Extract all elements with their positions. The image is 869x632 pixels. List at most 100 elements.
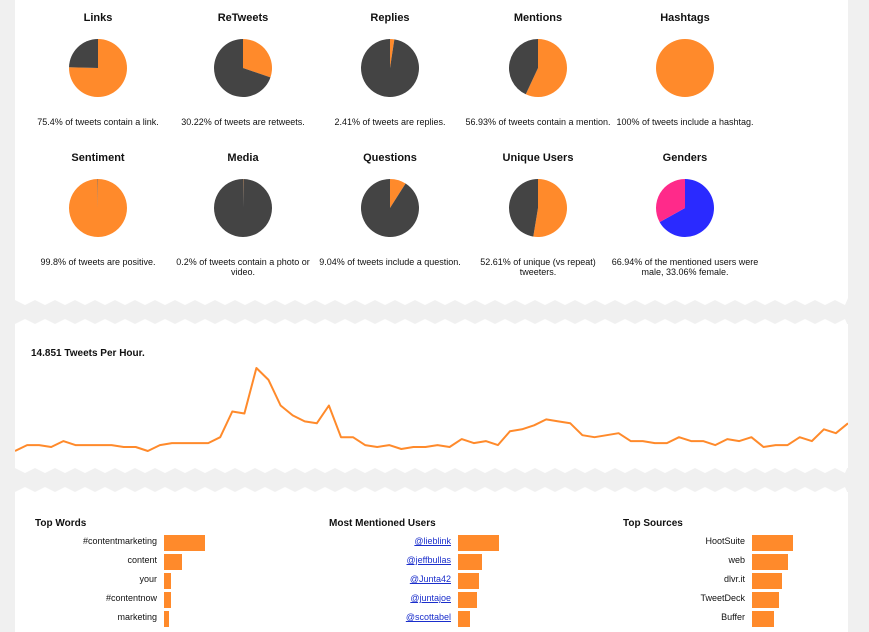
stat-caption: 99.8% of tweets are positive. bbox=[23, 257, 173, 267]
stat-pie bbox=[654, 177, 716, 239]
pie-slice-remainder bbox=[361, 39, 419, 97]
stat-pie bbox=[507, 37, 569, 99]
stat-caption: 2.41% of tweets are replies. bbox=[315, 117, 465, 127]
stat-title: Sentiment bbox=[18, 151, 178, 165]
top-list-bar bbox=[752, 592, 779, 608]
top-list-bar bbox=[752, 554, 788, 570]
top-list-bar bbox=[164, 592, 171, 608]
top-list-row: TweetDeck bbox=[623, 591, 869, 610]
pie-slice-remainder bbox=[69, 39, 98, 68]
top-list-label: #contentmarketing bbox=[83, 536, 157, 546]
stat-title: Mentions bbox=[458, 11, 618, 25]
top-list-row: Buffer bbox=[623, 610, 869, 629]
top-list-row: #contentmarketing bbox=[35, 534, 285, 553]
stat-links: Links 75.4% of tweets contain a link. bbox=[18, 11, 178, 127]
top-list-bar bbox=[458, 573, 479, 589]
top-list-bar bbox=[458, 611, 470, 627]
tweet-rate-line-chart bbox=[15, 354, 848, 468]
stat-pie bbox=[359, 177, 421, 239]
top-list-bar bbox=[164, 611, 169, 627]
stat-caption: 52.61% of unique (vs repeat) tweeters. bbox=[463, 257, 613, 277]
top-list-row: #contentnow bbox=[35, 591, 285, 610]
pie-slice-remainder bbox=[509, 179, 538, 237]
user-link[interactable]: @lieblink bbox=[414, 536, 451, 546]
top-list-label: dlvr.it bbox=[724, 574, 745, 584]
top-list-bar bbox=[164, 554, 182, 570]
top-list-row: @scottabel bbox=[329, 610, 579, 629]
top-list-bar bbox=[458, 554, 482, 570]
top-list-bar bbox=[458, 592, 477, 608]
user-link[interactable]: @jeffbullas bbox=[407, 555, 452, 565]
top-list-title: Top Words bbox=[35, 518, 285, 534]
stat-sentiment: Sentiment 99.8% of tweets are positive. bbox=[18, 151, 178, 267]
stat-replies: Replies 2.41% of tweets are replies. bbox=[310, 11, 470, 127]
stat-unique-users: Unique Users 52.61% of unique (vs repeat)… bbox=[458, 151, 618, 277]
pie-slice-remainder bbox=[361, 179, 419, 237]
stat-caption: 0.2% of tweets contain a photo or video. bbox=[168, 257, 318, 277]
top-list-row: content bbox=[35, 553, 285, 572]
top-list-most-mentioned-users: Most Mentioned Users @lieblink @jeffbullas… bbox=[329, 518, 579, 629]
stat-genders: Genders 66.94% of the mentioned users wer… bbox=[605, 151, 765, 277]
top-list-row: web bbox=[623, 553, 869, 572]
stat-pie bbox=[67, 177, 129, 239]
stat-caption: 66.94% of the mentioned users were male,… bbox=[610, 257, 760, 277]
top-list-row: your bbox=[35, 572, 285, 591]
stat-pie bbox=[67, 37, 129, 99]
top-list-row: dlvr.it bbox=[623, 572, 869, 591]
top-list-row: @lieblink bbox=[329, 534, 579, 553]
top-lists-panel: Top Words #contentmarketing content your #co… bbox=[15, 492, 848, 632]
top-list-bar bbox=[458, 535, 499, 551]
stat-pie bbox=[212, 177, 274, 239]
top-list-bar bbox=[752, 611, 774, 627]
pie-slice-primary bbox=[69, 179, 127, 237]
top-list-label: #contentnow bbox=[106, 593, 157, 603]
stat-retweets: ReTweets 30.22% of tweets are retweets. bbox=[163, 11, 323, 127]
stat-pie bbox=[212, 37, 274, 99]
top-list-row: @Junta42 bbox=[329, 572, 579, 591]
top-list-bar bbox=[752, 573, 782, 589]
stat-title: Unique Users bbox=[458, 151, 618, 165]
stat-caption: 30.22% of tweets are retweets. bbox=[168, 117, 318, 127]
pie-slice-remainder bbox=[214, 179, 272, 237]
top-list-title: Top Sources bbox=[623, 518, 869, 534]
stat-title: ReTweets bbox=[163, 11, 323, 25]
top-list-bar bbox=[752, 535, 793, 551]
stat-hashtags: Hashtags 100% of tweets include a hashtag… bbox=[605, 11, 765, 127]
top-list-title: Most Mentioned Users bbox=[329, 518, 579, 534]
stat-title: Replies bbox=[310, 11, 470, 25]
zigzag-divider bbox=[15, 298, 848, 326]
user-link[interactable]: @juntajoe bbox=[410, 593, 451, 603]
stat-pie bbox=[507, 177, 569, 239]
stat-title: Questions bbox=[310, 151, 470, 165]
stat-caption: 100% of tweets include a hashtag. bbox=[610, 117, 760, 127]
stat-questions: Questions 9.04% of tweets include a quest… bbox=[310, 151, 470, 267]
stat-pie bbox=[359, 37, 421, 99]
top-list-label: HootSuite bbox=[705, 536, 745, 546]
stat-title: Hashtags bbox=[605, 11, 765, 25]
pie-slice-primary bbox=[656, 39, 714, 97]
top-list-row: HootSuite bbox=[623, 534, 869, 553]
zigzag-divider bbox=[15, 466, 848, 494]
stat-caption: 75.4% of tweets contain a link. bbox=[23, 117, 173, 127]
top-list-label: web bbox=[728, 555, 745, 565]
top-list-label: content bbox=[127, 555, 157, 565]
zigzag-top-edge bbox=[15, 466, 848, 473]
top-list-top-words: Top Words #contentmarketing content your #co… bbox=[35, 518, 285, 629]
tweet-rate-line bbox=[15, 368, 848, 451]
stat-pie bbox=[654, 37, 716, 99]
top-list-label: your bbox=[139, 574, 157, 584]
top-list-label: TweetDeck bbox=[700, 593, 745, 603]
stat-title: Links bbox=[18, 11, 178, 25]
top-list-row: marketing bbox=[35, 610, 285, 629]
zigzag-top-edge bbox=[15, 298, 848, 305]
user-link[interactable]: @Junta42 bbox=[410, 574, 451, 584]
top-list-bar bbox=[164, 535, 205, 551]
top-list-bar bbox=[164, 573, 171, 589]
stat-caption: 9.04% of tweets include a question. bbox=[315, 257, 465, 267]
tweet-rate-panel: 14.851 Tweets Per Hour. bbox=[15, 324, 848, 468]
top-list-top-sources: Top Sources HootSuite web dlvr.it TweetDeck B… bbox=[623, 518, 869, 629]
stat-title: Media bbox=[163, 151, 323, 165]
stat-title: Genders bbox=[605, 151, 765, 165]
